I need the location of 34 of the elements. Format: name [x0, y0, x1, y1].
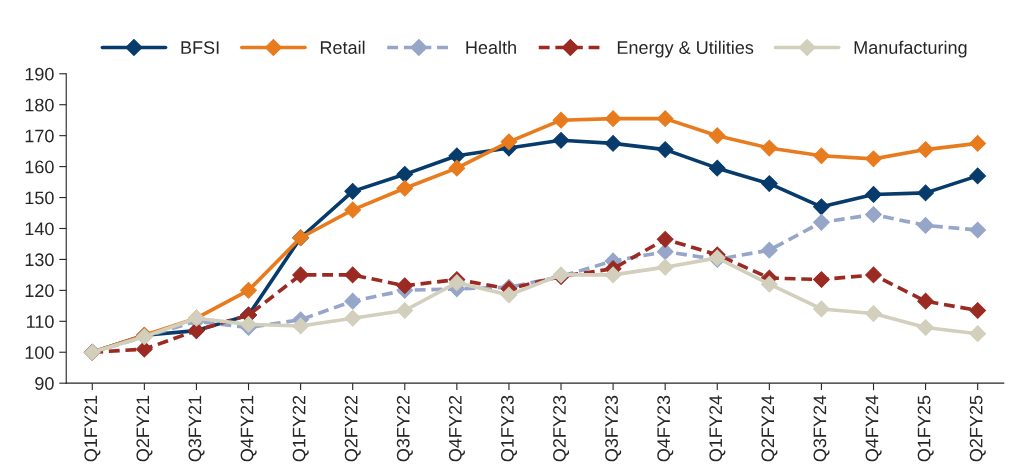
- x-tick-label: Q2FY25: [969, 395, 986, 462]
- x-tick-label: Q2FY24: [761, 395, 778, 462]
- y-tick-label: 100: [25, 346, 54, 359]
- legend-label: Retail: [320, 40, 365, 54]
- x-tick-label: Q3FY21: [188, 395, 205, 462]
- legend-label: BFSI: [181, 41, 219, 54]
- legend-label: Health: [466, 40, 516, 54]
- y-tick-label: 160: [25, 160, 54, 174]
- x-tick-label: Q2FY23: [553, 395, 570, 462]
- x-tick-label: Q1FY24: [709, 395, 726, 462]
- x-tick-label: Q2FY22: [344, 395, 361, 462]
- y-tick-label: 140: [25, 222, 54, 236]
- x-tick-label: Q1FY22: [292, 395, 309, 462]
- x-tick-label: Q1FY25: [917, 395, 934, 462]
- y-tick-label: 180: [25, 98, 54, 112]
- y-tick-label: 190: [25, 67, 54, 81]
- x-tick-label: Q1FY21: [84, 395, 101, 462]
- x-tick-label: Q4FY23: [657, 395, 674, 462]
- x-tick-label: Q4FY21: [240, 395, 257, 462]
- x-tick-label: Q4FY24: [865, 395, 882, 462]
- x-tick-label: Q3FY22: [396, 395, 413, 462]
- x-tick-label: Q4FY22: [448, 395, 465, 462]
- x-tick-label: Q2FY21: [136, 395, 153, 462]
- y-tick-label: 120: [25, 284, 54, 298]
- y-tick-label: 110: [27, 315, 54, 329]
- x-tick-label: Q1FY23: [501, 395, 518, 462]
- x-tick-label: Q3FY24: [813, 395, 830, 462]
- y-tick-label: 130: [25, 253, 54, 267]
- y-tick-label: 150: [25, 191, 54, 205]
- legend-label: Energy & Utilities: [617, 40, 754, 58]
- x-tick-label: Q3FY23: [605, 395, 622, 462]
- legend-label: Manufacturing: [854, 40, 967, 58]
- y-tick-label: 90: [35, 377, 54, 390]
- y-tick-label: 170: [25, 129, 54, 143]
